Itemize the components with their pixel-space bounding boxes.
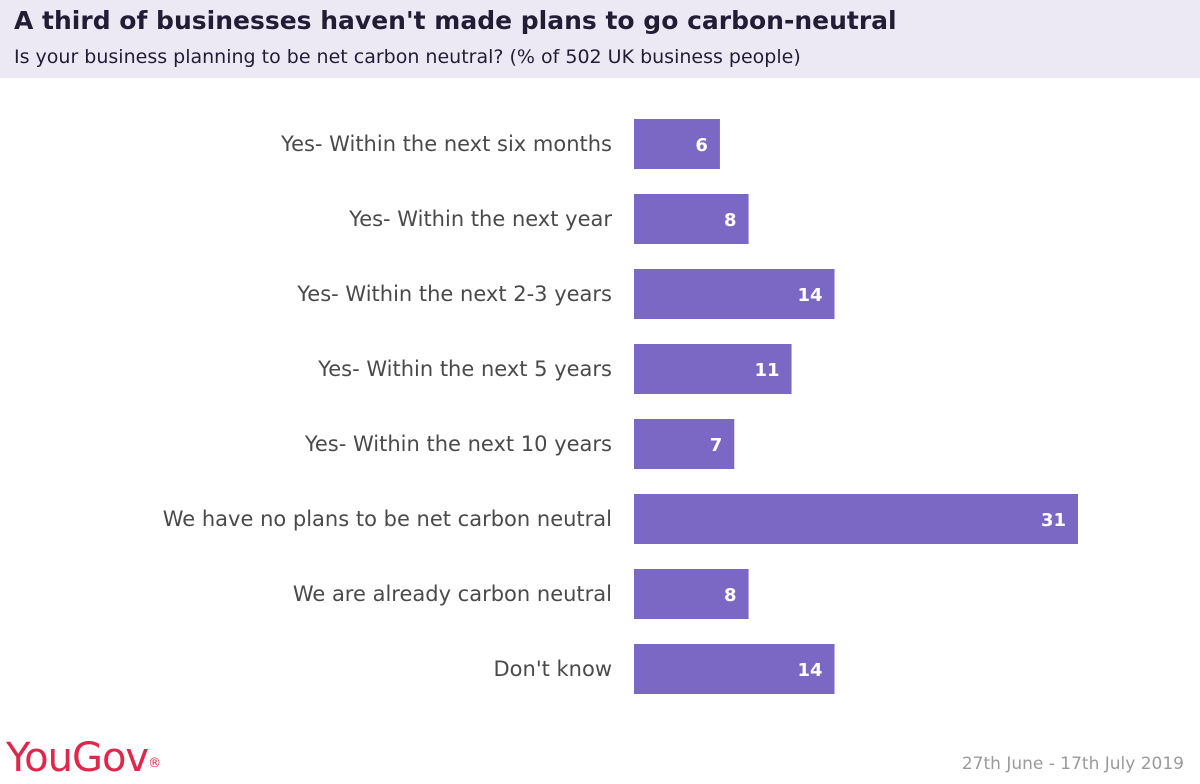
bar-value-label: 31	[1041, 510, 1066, 531]
date-range: 27th June - 17th July 2019	[961, 754, 1184, 774]
bar	[634, 419, 735, 469]
bar-value-label: 6	[695, 135, 708, 156]
category-label: We have no plans to be net carbon neutra…	[163, 507, 612, 531]
bar	[634, 344, 792, 394]
yougov-logo: YouGov®	[6, 734, 161, 782]
chart-header: A third of businesses haven't made plans…	[0, 0, 1200, 78]
bar-value-label: 8	[724, 585, 737, 606]
registered-mark: ®	[148, 756, 161, 771]
brand-name: YouGov	[6, 735, 149, 781]
bar-value-label: 14	[797, 660, 822, 681]
bar	[634, 269, 835, 319]
bar-value-label: 7	[710, 435, 723, 456]
category-label: Yes- Within the next year	[348, 207, 612, 231]
bar	[634, 194, 749, 244]
bar-value-label: 11	[754, 360, 779, 381]
chart-subtitle: Is your business planning to be net carb…	[14, 46, 801, 68]
category-label: Yes- Within the next six months	[280, 132, 612, 156]
bar	[634, 119, 720, 169]
bar-value-label: 8	[724, 210, 737, 231]
category-label: We are already carbon neutral	[293, 582, 612, 606]
category-label: Don't know	[493, 657, 612, 681]
bar-chart: Yes- Within the next six months 6 Yes- Wit…	[163, 119, 1078, 694]
bar	[634, 569, 749, 619]
bar-value-label: 14	[797, 285, 822, 306]
category-label: Yes- Within the next 2-3 years	[296, 282, 612, 306]
category-label: Yes- Within the next 10 years	[304, 432, 612, 456]
bar	[634, 644, 835, 694]
bar	[634, 494, 1078, 544]
chart-title: A third of businesses haven't made plans…	[14, 6, 897, 35]
category-label: Yes- Within the next 5 years	[317, 357, 612, 381]
